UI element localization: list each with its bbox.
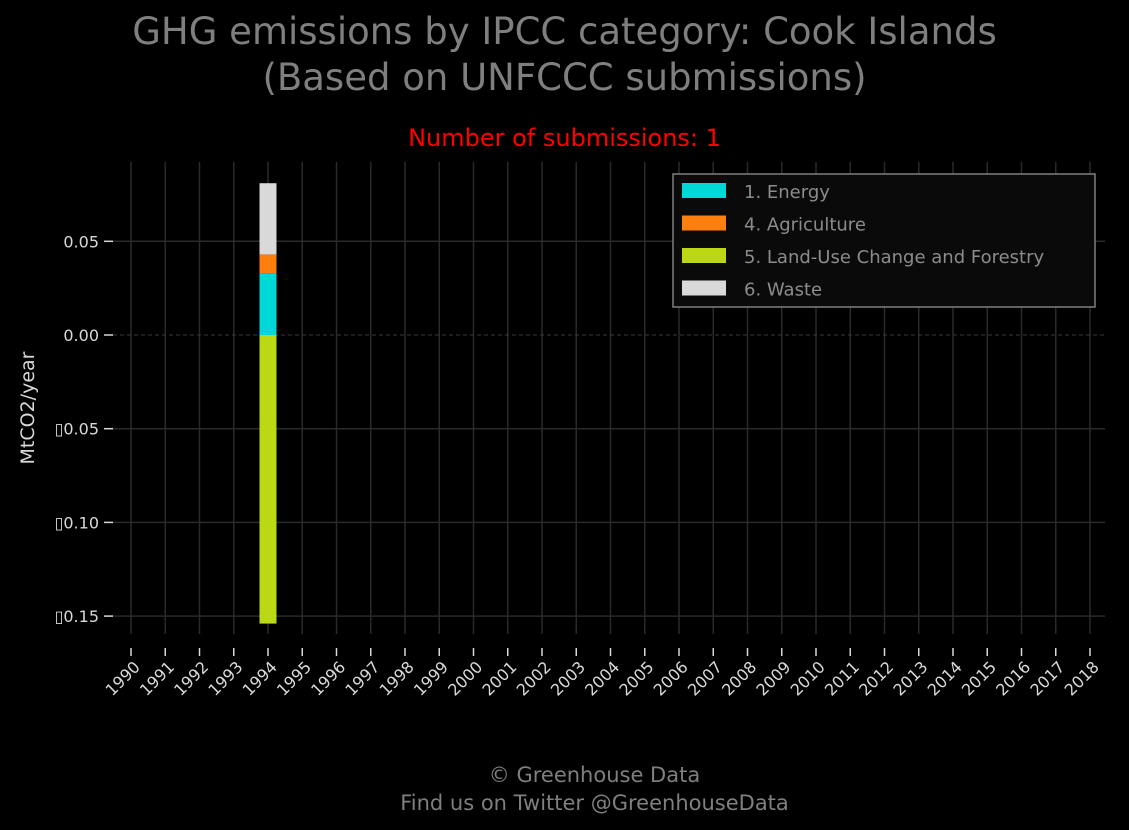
y-tick-label: 0.00 — [63, 326, 99, 345]
x-tick-label: 2003 — [547, 657, 589, 699]
x-tick-label: 2004 — [581, 657, 623, 699]
x-tick-label: 2001 — [478, 657, 520, 699]
legend: 1. Energy 4. Agriculture 5. Land-Use Chang… — [672, 173, 1096, 308]
chart-title: GHG emissions by IPCC category: Cook Isl… — [0, 9, 1129, 101]
x-tick-label: 2014 — [924, 657, 966, 699]
legend-box — [672, 173, 1096, 308]
chart-subtitle: Number of submissions: 1 — [408, 124, 721, 152]
x-tick-label: 2002 — [513, 657, 555, 699]
x-tick-label: 2017 — [1026, 657, 1068, 699]
bar-1994-1-energy — [259, 273, 277, 335]
x-tick-label: 2010 — [787, 657, 829, 699]
x-tick-label: 1995 — [273, 657, 315, 699]
x-tick-label: 1991 — [136, 657, 178, 699]
bar-1994-5-land-use-change-and-forestry — [259, 335, 277, 624]
legend-label: 6. Waste — [744, 280, 822, 301]
footer: © Greenhouse Data Find us on Twitter @Gr… — [0, 761, 1129, 817]
x-tick-label: 1994 — [239, 657, 281, 699]
x-tick-label: 2018 — [1061, 657, 1103, 699]
legend-swatch — [682, 280, 726, 296]
y-tick-label: ▯0.05 — [55, 420, 99, 439]
bar-layer — [259, 183, 277, 624]
x-tick-label: 1990 — [102, 657, 144, 699]
footer-copyright: © Greenhouse Data — [488, 763, 701, 787]
y-tick-label: 0.05 — [63, 232, 99, 251]
x-tick-label: 1996 — [307, 657, 349, 699]
footer-twitter: Find us on Twitter @GreenhouseData — [400, 791, 789, 815]
x-tick-label: 2000 — [444, 657, 486, 699]
x-tick-label: 2007 — [684, 657, 726, 699]
x-tick-label: 2006 — [650, 657, 692, 699]
legend-label: 4. Agriculture — [744, 215, 866, 236]
x-tick-label: 2008 — [718, 657, 760, 699]
x-tick-label: 1999 — [410, 657, 452, 699]
chart-title-line-1: GHG emissions by IPCC category: Cook Isl… — [132, 10, 997, 53]
x-axis-ticks: 1990199119921993199419951996199719981999… — [102, 648, 1103, 700]
x-tick-label: 2012 — [855, 657, 897, 699]
x-tick-label: 2013 — [889, 657, 931, 699]
legend-swatch — [682, 215, 726, 231]
x-tick-label: 1998 — [376, 657, 418, 699]
x-tick-label: 2011 — [821, 657, 863, 699]
x-tick-label: 2005 — [615, 657, 657, 699]
y-axis-label: MtCO2/year — [17, 351, 39, 464]
x-tick-label: 1993 — [204, 657, 246, 699]
x-tick-label: 1992 — [170, 657, 212, 699]
y-tick-label: ▯0.15 — [55, 607, 99, 626]
legend-label: 5. Land-Use Change and Forestry — [744, 247, 1044, 268]
legend-swatch — [682, 248, 726, 263]
y-axis-ticks: 0.05 0.00 ▯0.05 ▯0.10 ▯0.15 — [55, 232, 113, 626]
bar-1994-4-agriculture — [259, 254, 277, 274]
chart-title-line-2: (Based on UNFCCC submissions) — [262, 56, 867, 99]
bar-1994-6-waste — [259, 183, 277, 255]
legend-label: 1. Energy — [744, 182, 830, 203]
y-tick-label: ▯0.10 — [55, 513, 99, 532]
x-tick-label: 2015 — [958, 657, 1000, 699]
x-tick-label: 1997 — [341, 657, 383, 699]
legend-swatch — [682, 183, 726, 198]
x-tick-label: 2009 — [752, 657, 794, 699]
x-tick-label: 2016 — [992, 657, 1034, 699]
